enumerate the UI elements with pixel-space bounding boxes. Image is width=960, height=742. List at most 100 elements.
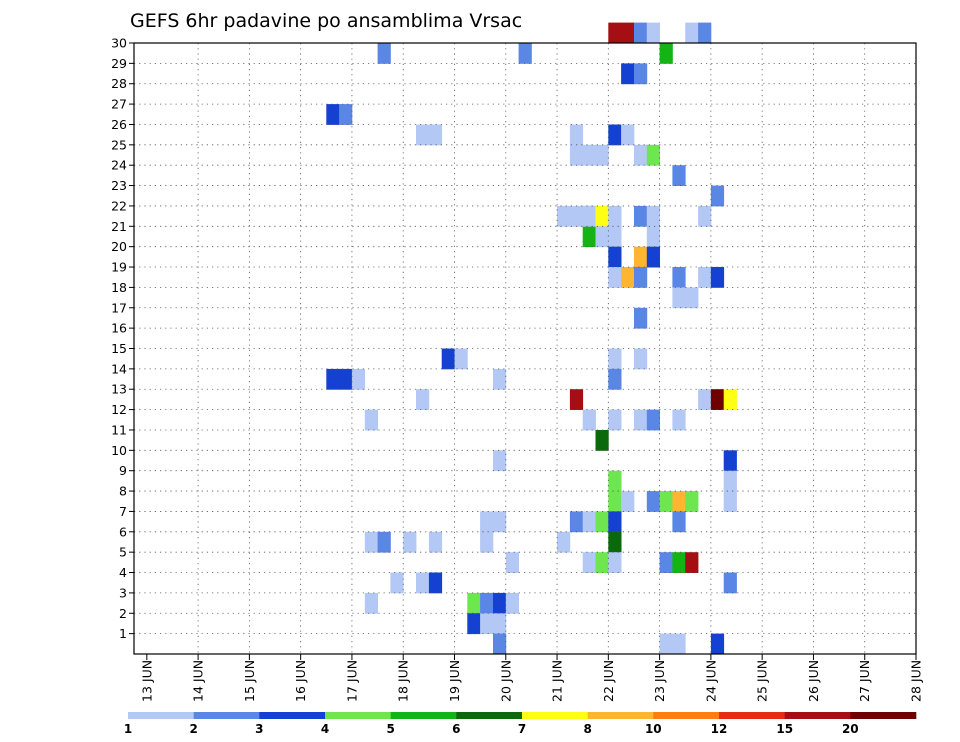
data-cell	[467, 613, 481, 635]
y-tick-label: 18	[111, 280, 127, 295]
data-cell	[416, 389, 430, 410]
colorbar-swatch	[259, 712, 326, 719]
data-cell	[698, 22, 712, 44]
data-cell	[364, 409, 378, 431]
data-cell	[480, 592, 494, 614]
colorbar-swatch	[719, 712, 785, 719]
data-cell	[634, 267, 648, 288]
data-cell	[326, 104, 340, 125]
colorbar-label: 15	[776, 722, 793, 736]
data-cell	[518, 43, 532, 64]
y-tick-label: 9	[119, 463, 127, 478]
colorbar-label: 2	[190, 722, 198, 736]
x-tick-label: 23 JUN	[652, 660, 667, 702]
data-cell	[608, 531, 622, 553]
data-cell	[428, 124, 443, 146]
data-cell	[480, 511, 494, 533]
data-cell	[569, 144, 584, 166]
colorbar-swatch	[128, 712, 194, 719]
colorbar-swatch	[193, 712, 260, 719]
data-cell	[608, 368, 622, 390]
data-cell	[339, 368, 353, 390]
data-cell	[634, 307, 648, 329]
data-cell	[608, 267, 622, 288]
y-tick-label: 20	[111, 239, 127, 254]
data-cell	[582, 552, 596, 573]
data-cell	[646, 144, 660, 166]
data-cell	[608, 348, 622, 370]
x-tick-label: 21 JUN	[550, 660, 565, 702]
data-cell	[505, 592, 519, 614]
data-cell	[454, 348, 468, 370]
data-cell	[685, 552, 699, 573]
data-cell	[390, 572, 404, 594]
data-cell	[723, 470, 737, 492]
colorbar-label: 4	[321, 722, 329, 736]
data-cell	[659, 552, 673, 573]
data-cell	[595, 511, 609, 533]
data-cell	[428, 531, 443, 553]
data-cell	[634, 246, 648, 268]
x-tick-label: 18 JUN	[396, 660, 411, 702]
data-cell	[710, 633, 725, 655]
y-tick-label: 2	[119, 606, 127, 621]
data-cell	[493, 592, 507, 614]
data-cell	[582, 226, 596, 248]
data-cell	[595, 205, 609, 227]
y-tick-label: 26	[111, 117, 127, 132]
y-tick-label: 19	[111, 260, 127, 275]
y-tick-label: 11	[111, 422, 127, 437]
colorbar-label: 7	[518, 722, 526, 736]
y-tick-label: 14	[111, 361, 127, 376]
colorbar-label: 10	[645, 722, 662, 736]
data-cell	[608, 205, 622, 227]
data-cell	[634, 63, 648, 85]
data-cell	[416, 572, 430, 594]
data-cell	[493, 450, 507, 472]
y-tick-label: 15	[111, 341, 127, 356]
x-tick-label: 15 JUN	[242, 660, 257, 702]
data-cell	[621, 63, 635, 85]
colorbar-label: 5	[387, 722, 395, 736]
data-cell	[723, 491, 737, 512]
data-cell	[659, 491, 673, 512]
data-cell	[621, 491, 635, 512]
data-cell	[493, 633, 507, 655]
y-tick-label: 13	[111, 382, 127, 397]
data-cell	[621, 22, 635, 44]
data-cell	[505, 552, 519, 573]
data-cell	[710, 389, 725, 410]
y-tick-label: 30	[111, 36, 127, 51]
data-cell	[339, 104, 353, 125]
y-tick-label: 16	[111, 321, 127, 336]
y-tick-label: 24	[111, 158, 127, 173]
data-cell	[569, 205, 584, 227]
data-cell	[364, 592, 378, 614]
data-cell	[659, 43, 673, 64]
data-cell	[672, 165, 686, 186]
data-cell	[557, 531, 571, 553]
y-tick-label: 3	[119, 585, 127, 600]
y-tick-label: 4	[119, 565, 127, 580]
y-tick-label: 10	[111, 443, 127, 458]
x-tick-label: 19 JUN	[447, 660, 462, 702]
y-tick-label: 17	[111, 300, 127, 315]
data-cell	[634, 348, 648, 370]
data-cell	[595, 144, 609, 166]
data-cell	[608, 246, 622, 268]
data-cell	[480, 613, 494, 635]
y-tick-label: 6	[119, 524, 127, 539]
data-cell	[646, 205, 660, 227]
colorbar-swatch	[587, 712, 654, 719]
grid-lines	[134, 43, 916, 654]
y-tick-label: 7	[119, 504, 127, 519]
data-cell	[377, 43, 391, 64]
y-tick-label: 23	[111, 178, 127, 193]
y-tick-label: 12	[111, 402, 127, 417]
data-cell	[582, 144, 596, 166]
data-cell	[595, 226, 609, 248]
data-cell	[672, 633, 686, 655]
colorbar-swatch	[390, 712, 457, 719]
data-cell	[493, 613, 507, 635]
